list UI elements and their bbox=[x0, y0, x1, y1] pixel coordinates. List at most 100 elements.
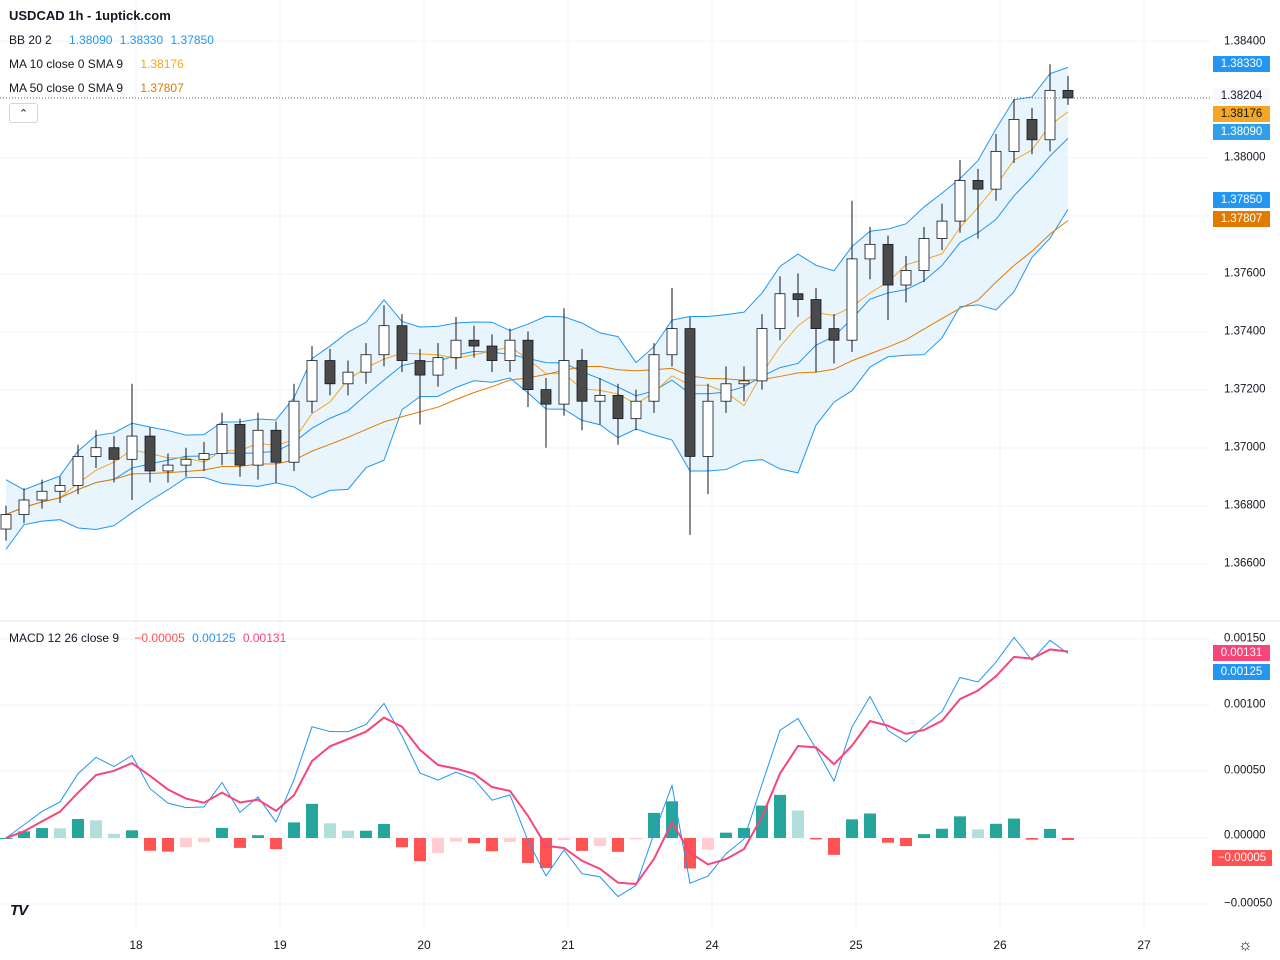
macd-histogram-bar bbox=[810, 838, 822, 840]
bb-basis-line bbox=[5, 138, 1069, 515]
candle-body bbox=[972, 180, 984, 190]
candle-body bbox=[792, 293, 804, 300]
macd-histogram-bar bbox=[972, 829, 984, 838]
candle-body bbox=[522, 339, 534, 390]
gear-icon[interactable]: ☼ bbox=[1238, 937, 1253, 954]
macd-histogram-bar bbox=[828, 838, 840, 855]
bb-lower-badge: 1.37850 bbox=[1213, 192, 1270, 208]
macd-histogram-bar bbox=[360, 830, 372, 838]
candle-body bbox=[828, 328, 840, 341]
time-label: 20 bbox=[417, 938, 431, 952]
price-tick: 1.36600 bbox=[1224, 557, 1266, 570]
macd-histogram-bar bbox=[396, 838, 408, 848]
macd-histogram-bar bbox=[108, 833, 120, 838]
macd-histogram-bar bbox=[720, 832, 732, 838]
macd-histogram-bar bbox=[702, 838, 714, 850]
macd-histogram-bar bbox=[1062, 838, 1074, 841]
candle-body bbox=[126, 435, 138, 460]
candle-body bbox=[612, 395, 624, 420]
legend-ma10[interactable]: MA 10 close 0 SMA 9 1.38176 bbox=[9, 57, 184, 71]
legend-bb[interactable]: BB 20 2 1.38090 1.38330 1.37850 bbox=[9, 33, 214, 47]
ma50-label: MA 50 close 0 SMA 9 bbox=[9, 81, 124, 95]
signal-badge: 0.00131 bbox=[1213, 645, 1270, 661]
price-tick: 1.38000 bbox=[1224, 151, 1266, 164]
candle-body bbox=[1062, 89, 1074, 99]
macd-histogram-bar bbox=[792, 810, 804, 838]
candle-body bbox=[108, 447, 120, 460]
macd-histogram-bar bbox=[18, 831, 30, 838]
last-price-badge: 1.38204 bbox=[1213, 88, 1270, 104]
chevron-up-icon: ⌃ bbox=[18, 108, 29, 120]
tradingview-logo[interactable]: TV bbox=[10, 902, 28, 919]
macd-histogram-bar bbox=[936, 828, 948, 838]
macd-histogram-bar bbox=[36, 828, 48, 838]
candle-body bbox=[468, 339, 480, 347]
macd-histogram-bar bbox=[126, 830, 138, 838]
macd-histogram-bar bbox=[288, 822, 300, 838]
time-label: 18 bbox=[129, 938, 143, 952]
macd-histogram-bar bbox=[468, 838, 480, 844]
macd-histogram-bar bbox=[774, 794, 786, 838]
candle-body bbox=[738, 380, 750, 385]
candle-body bbox=[540, 389, 552, 405]
legend-ma50[interactable]: MA 50 close 0 SMA 9 1.37807 bbox=[9, 81, 184, 95]
ma50-line bbox=[5, 220, 1069, 515]
candle-body bbox=[162, 464, 174, 472]
time-label: 26 bbox=[993, 938, 1007, 952]
candle-body bbox=[576, 360, 588, 402]
macd-histogram-bar bbox=[450, 838, 462, 842]
macd-histogram-bar bbox=[738, 828, 750, 838]
candle-body bbox=[306, 360, 318, 402]
macd-line-value: 0.00125 bbox=[192, 631, 236, 645]
macd-histogram-bar bbox=[432, 838, 444, 854]
candle-body bbox=[72, 456, 84, 486]
macd-tick: −0.00050 bbox=[1224, 897, 1273, 910]
candle-body bbox=[486, 345, 498, 361]
candle-body bbox=[648, 354, 660, 402]
macd-tick: 0.00150 bbox=[1224, 632, 1266, 645]
hist-badge: −0.00005 bbox=[1212, 850, 1272, 866]
candle-body bbox=[594, 395, 606, 402]
macd-label: MACD 12 26 close 9 bbox=[9, 631, 120, 645]
candle-body bbox=[918, 238, 930, 271]
bb-basis-value: 1.38090 bbox=[69, 33, 113, 47]
price-tick: 1.36800 bbox=[1224, 499, 1266, 512]
candle-body bbox=[180, 458, 192, 466]
candle-body bbox=[378, 325, 390, 356]
bb-upper-badge: 1.38330 bbox=[1213, 56, 1270, 72]
macd-tick: 0.00050 bbox=[1224, 764, 1266, 777]
price-tick: 1.37600 bbox=[1224, 267, 1266, 280]
macd-histogram-bar bbox=[954, 816, 966, 838]
candle-body bbox=[270, 429, 282, 463]
macd-histogram-bar bbox=[198, 838, 210, 843]
macd-histogram-bar bbox=[486, 838, 498, 852]
macd-histogram-bar bbox=[594, 838, 606, 847]
collapse-legend-button[interactable]: ⌃ bbox=[9, 103, 38, 123]
macd-histogram-bar bbox=[522, 838, 534, 863]
macd-histogram-bar bbox=[144, 838, 156, 851]
macd-histogram-bar bbox=[864, 813, 876, 838]
candle-body bbox=[1044, 89, 1056, 141]
macd-line bbox=[5, 636, 1069, 898]
chart-title: USDCAD 1h - 1uptick.com bbox=[9, 8, 171, 23]
candle-body bbox=[90, 447, 102, 457]
candle-body bbox=[810, 299, 822, 329]
macd-histogram-bar bbox=[342, 830, 354, 838]
macd-histogram-bar bbox=[0, 838, 12, 839]
candle-body bbox=[936, 220, 948, 239]
macd-histogram-bar bbox=[216, 827, 228, 838]
candle-body bbox=[450, 339, 462, 359]
candle-body bbox=[198, 453, 210, 460]
candle-body bbox=[252, 429, 264, 466]
candle-body bbox=[324, 360, 336, 385]
macd-hist-value: −0.00005 bbox=[134, 631, 185, 645]
macd-histogram-bar bbox=[504, 838, 516, 842]
legend-macd[interactable]: MACD 12 26 close 9 −0.00005 0.00125 0.00… bbox=[9, 631, 286, 645]
price-tick: 1.37000 bbox=[1224, 441, 1266, 454]
candle-body bbox=[864, 243, 876, 260]
ma10-label: MA 10 close 0 SMA 9 bbox=[9, 57, 124, 71]
candle-body bbox=[702, 400, 714, 457]
candle-body bbox=[774, 293, 786, 329]
candle-body bbox=[234, 424, 246, 466]
